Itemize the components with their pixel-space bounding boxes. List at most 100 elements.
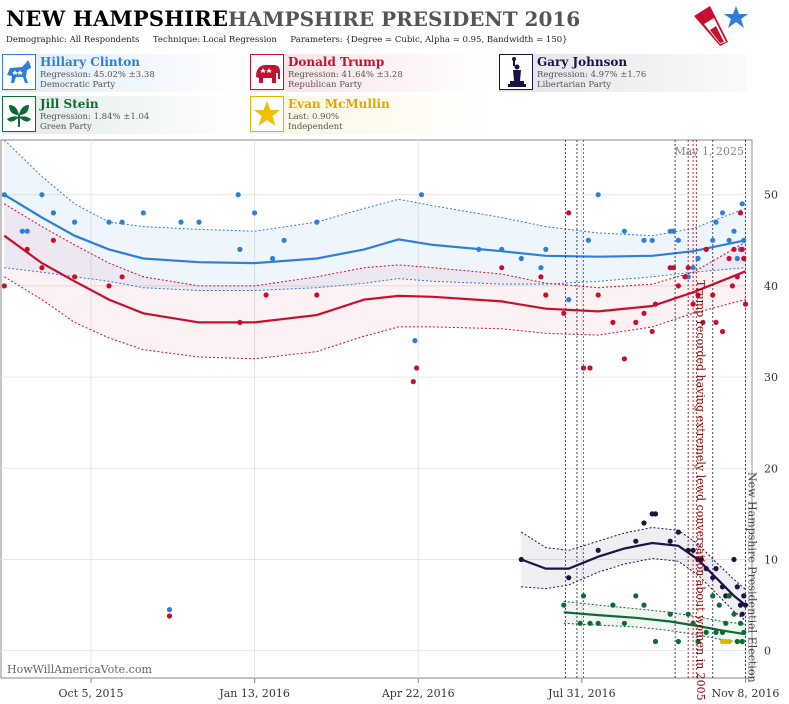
parameters-value[interactable]: {Degree = Cubic, Alpha = 0.95, Bandwidth… (345, 35, 568, 45)
poll-point (670, 228, 677, 234)
poll-point (685, 265, 691, 271)
poll-point (414, 365, 420, 371)
poll-point (476, 246, 482, 252)
poll-point (499, 246, 505, 252)
poll-point (577, 620, 583, 626)
poll-point (741, 593, 747, 599)
y-tick-label: 10 (764, 553, 778, 566)
poll-point (685, 611, 691, 617)
x-tick-label: Nov 8, 2016 (711, 687, 779, 700)
poll-point (716, 602, 722, 608)
poll-point (237, 246, 243, 252)
parameters-line: Demographic: All Respondents Technique: … (6, 35, 568, 45)
poll-point (713, 219, 719, 225)
poll-point (561, 602, 567, 608)
candidate-card-trump[interactable]: Donald Trump Regression: 41.64% ±3.28 Re… (250, 54, 494, 92)
poll-point (649, 237, 655, 243)
parameters-label: Parameters: (290, 35, 343, 45)
poll-point (566, 575, 572, 581)
date-label: May 1, 2025 (674, 145, 744, 158)
poll-point (633, 593, 639, 599)
poll-point (652, 511, 659, 517)
candidate-card-mcmullin[interactable]: Evan McMullin Last: 0.90% Independent (250, 96, 494, 134)
confidence-band (4, 140, 746, 291)
poll-point (543, 292, 549, 298)
poll-point (719, 328, 726, 335)
poll-point (410, 379, 416, 385)
poll-point (741, 255, 747, 262)
poll-point (106, 283, 112, 289)
poll-point (39, 192, 45, 198)
poll-point (595, 292, 601, 298)
poll-point (695, 638, 701, 645)
candidate-regression: Regression: 4.97% ±1.76 (537, 70, 647, 80)
poll-point (518, 255, 524, 262)
poll-point (739, 201, 745, 207)
poll-point (587, 620, 593, 626)
poll-point (675, 283, 682, 289)
poll-point (726, 255, 732, 262)
poll-point (633, 538, 639, 544)
poll-point (595, 547, 601, 553)
demographic-value[interactable]: All Respondents (69, 35, 140, 45)
poll-point (641, 602, 647, 608)
poll-point (633, 319, 639, 325)
poll-point (621, 620, 628, 626)
watermark: HowWillAmericaVote.com (7, 663, 152, 676)
polling-regression-chart: 0 10 20 30 40 50 Oct 5, 2015 Jan 13, 2016 Apr 22… (0, 139, 779, 701)
poll-point (263, 292, 269, 298)
candidate-party: Democratic Party (40, 80, 116, 90)
poll-point (252, 210, 258, 216)
poll-point (72, 219, 78, 225)
poll-point (710, 575, 716, 581)
poll-point (270, 255, 276, 262)
poll-point (19, 228, 25, 234)
donkey-icon (2, 54, 36, 90)
poll-point (675, 529, 682, 535)
confidence-upper-line (4, 203, 746, 289)
poll-point (538, 274, 544, 280)
candidate-card-johnson[interactable]: Gary Johnson Regression: 4.97% ±1.76 Lib… (499, 54, 747, 92)
poll-point (731, 228, 737, 234)
confidence-lower-line (4, 276, 746, 360)
poll-point (237, 319, 243, 325)
poll-point (24, 246, 30, 252)
poll-point (538, 265, 544, 271)
x-tick-label: Jul 31, 2016 (547, 687, 616, 700)
poll-point (1, 192, 7, 198)
poll-point (667, 611, 673, 617)
confidence-upper-line (563, 600, 746, 625)
technique-value[interactable]: Local Regression (202, 35, 277, 45)
poll-point (649, 328, 655, 335)
poll-point (713, 319, 719, 325)
candidate-party: Republican Party (288, 80, 362, 90)
candidate-name: Jill Stein (40, 97, 99, 111)
poll-point (24, 228, 30, 234)
candidate-card-clinton[interactable]: Hillary Clinton Regression: 45.02% ±3.38… (2, 54, 246, 92)
poll-point (695, 255, 701, 262)
poll-point (610, 602, 616, 608)
poll-point (106, 219, 112, 225)
x-tick-label: Jan 13, 2016 (218, 687, 290, 700)
poll-point (566, 210, 572, 216)
confidence-upper-line (521, 526, 746, 590)
poll-point (641, 520, 647, 526)
poll-point (566, 297, 572, 303)
event-annotation: Trump recorded having extremely lewd con… (694, 280, 707, 701)
poll-point (710, 593, 716, 599)
poll-point (742, 602, 749, 608)
poll-point (641, 237, 647, 243)
candidate-cards: Hillary Clinton Regression: 45.02% ±3.38… (0, 52, 789, 136)
poll-point (418, 192, 425, 198)
poll-point (314, 292, 320, 298)
poll-point (739, 638, 745, 645)
poll-point (166, 613, 173, 619)
howwillamericavote-flag-star-logo[interactable] (690, 2, 750, 50)
y-tick-label: 0 (764, 645, 771, 658)
poll-point (703, 246, 709, 252)
race-title: HAMPSHIRE PRESIDENT 2016 (228, 7, 581, 31)
header: NEW HAMPSHIRE HAMPSHIRE PRESIDENT 2016 D… (0, 0, 789, 50)
candidate-card-stein[interactable]: Jill Stein Regression: 1.84% ±1.04 Green… (2, 96, 246, 134)
poll-point (196, 219, 202, 225)
poll-point (561, 310, 567, 316)
